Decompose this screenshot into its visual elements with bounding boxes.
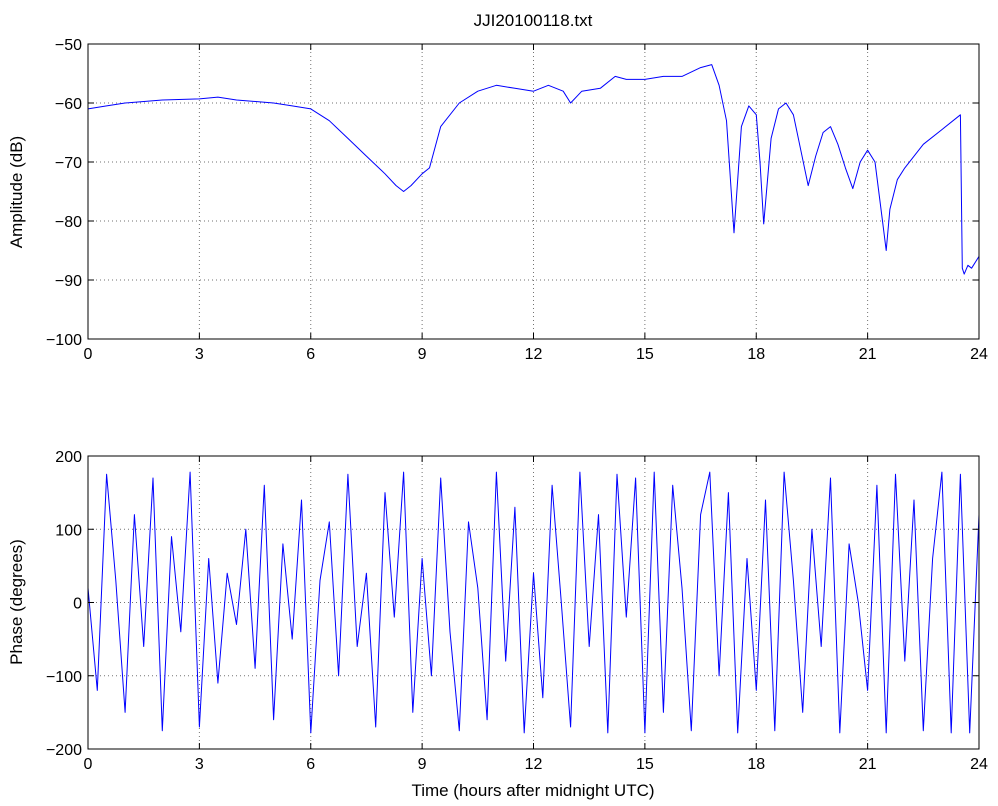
phase-x-tick-label: 6: [306, 756, 315, 773]
phase-x-tick-label: 21: [859, 756, 877, 773]
amplitude-x-tick-label: 9: [418, 346, 427, 363]
phase-y-tick-label: −100: [46, 669, 82, 686]
amplitude-x-tick-label: 12: [525, 346, 543, 363]
phase-x-tick-label: 0: [84, 756, 93, 773]
amplitude-y-tick-label: −50: [55, 37, 82, 54]
phase-plot: 0 3 6 9 12 15 18 21 24 −200 −100 0 100 200 Phase (deg…: [7, 449, 988, 800]
phase-x-axis-label: Time (hours after midnight UTC): [411, 781, 654, 800]
phase-y-axis-label: Phase (degrees): [7, 539, 26, 665]
phase-x-tick-label: 24: [970, 756, 988, 773]
amplitude-y-tick-label: −90: [55, 273, 82, 290]
amplitude-x-tick-label: 21: [859, 346, 877, 363]
phase-ticks: 0 3 6 9 12 15 18 21 24 −200 −100 0 100 200: [46, 449, 988, 773]
amplitude-x-tick-label: 3: [195, 346, 204, 363]
amplitude-y-tick-label: −60: [55, 96, 82, 113]
phase-y-tick-label: 0: [73, 596, 82, 613]
phase-x-tick-label: 18: [747, 756, 765, 773]
amplitude-y-tick-label: −80: [55, 214, 82, 231]
phase-grid: [88, 456, 979, 749]
phase-series-group: [87, 471, 980, 734]
amplitude-y-axis-label: Amplitude (dB): [7, 136, 26, 248]
phase-x-tick-label: 3: [195, 756, 204, 773]
plot-title: JJI20100118.txt: [474, 11, 593, 30]
amplitude-series-group: [87, 64, 980, 275]
phase-axes-frame: [87, 455, 980, 750]
amplitude-grid: [88, 44, 979, 339]
amplitude-plot: JJI20100118.txt 0 3 6 9 12 15 18 21 24 −100 −90 −80…: [7, 11, 988, 363]
phase-series-line: [87, 471, 980, 734]
amplitude-x-tick-label: 0: [84, 346, 93, 363]
amplitude-y-tick-label: −100: [46, 332, 82, 349]
phase-x-tick-label: 9: [418, 756, 427, 773]
phase-y-tick-label: 100: [55, 522, 82, 539]
amplitude-x-tick-label: 6: [306, 346, 315, 363]
phase-x-tick-label: 15: [636, 756, 654, 773]
amplitude-ticks: 0 3 6 9 12 15 18 21 24 −100 −90 −80 −70 −60 −50: [46, 37, 988, 363]
amplitude-x-tick-label: 15: [636, 346, 654, 363]
amplitude-series-line: [87, 64, 980, 275]
amplitude-x-tick-label: 18: [747, 346, 765, 363]
amplitude-x-tick-label: 24: [970, 346, 988, 363]
phase-y-tick-label: −200: [46, 742, 82, 759]
phase-y-tick-label: 200: [55, 449, 82, 466]
amplitude-y-tick-label: −70: [55, 155, 82, 172]
phase-x-tick-label: 12: [525, 756, 543, 773]
